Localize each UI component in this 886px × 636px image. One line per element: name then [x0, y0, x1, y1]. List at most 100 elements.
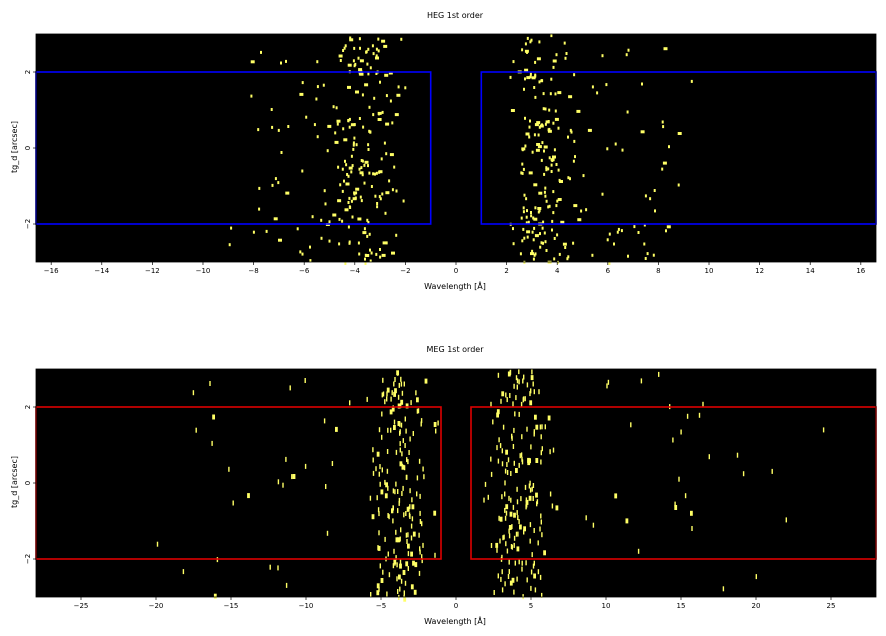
meg-x-ticks: −25 −20 −15 −10 −5 0 5 10 15 20 25 — [74, 597, 835, 610]
meg-event — [182, 569, 185, 575]
meg-event — [400, 422, 403, 428]
meg-event — [496, 445, 498, 451]
meg-event — [522, 396, 525, 402]
heg-event — [538, 125, 541, 129]
heg-event — [550, 170, 553, 173]
meg-event — [504, 468, 507, 474]
meg-event — [526, 577, 528, 583]
meg-event — [530, 585, 532, 591]
heg-event — [327, 124, 332, 128]
meg-event — [530, 388, 532, 394]
heg-event — [368, 129, 371, 133]
heg-x-tick-label: −8 — [248, 267, 258, 275]
meg-y-ticks: −2 0 2 — [24, 405, 36, 564]
meg-x-tick-label: 20 — [752, 602, 761, 610]
meg-event — [531, 369, 533, 375]
heg-event — [552, 65, 555, 69]
meg-event — [529, 538, 531, 544]
heg-event — [363, 181, 366, 185]
heg-event — [274, 177, 277, 181]
meg-event — [506, 462, 508, 467]
meg-event — [521, 456, 523, 462]
meg-event — [291, 474, 293, 480]
meg-event — [384, 479, 386, 485]
meg-event — [508, 495, 510, 501]
meg-event — [536, 501, 538, 507]
heg-event — [374, 172, 376, 176]
heg-event — [404, 86, 407, 90]
meg-event — [393, 381, 395, 387]
meg-event — [518, 379, 520, 385]
meg-event — [420, 418, 423, 424]
meg-event — [386, 387, 390, 393]
meg-event — [411, 504, 415, 510]
meg-event — [539, 574, 542, 580]
heg-event — [370, 251, 373, 255]
heg-event — [265, 229, 268, 233]
heg-event — [573, 204, 578, 208]
heg-event — [654, 209, 656, 213]
meg-event — [395, 555, 397, 561]
meg-event — [419, 546, 421, 552]
heg-event — [337, 165, 340, 169]
heg-event — [277, 128, 280, 132]
meg-y-tick-label: −2 — [24, 554, 32, 564]
heg-event — [526, 76, 531, 80]
heg-event — [663, 47, 668, 51]
meg-event — [405, 428, 407, 434]
heg-event — [547, 129, 552, 133]
meg-event — [396, 576, 398, 582]
meg-event — [680, 429, 682, 435]
meg-event — [403, 596, 407, 602]
heg-event — [280, 61, 282, 65]
meg-event — [412, 531, 416, 537]
heg-event — [339, 59, 342, 62]
meg-event — [529, 458, 531, 464]
meg-event — [691, 526, 693, 531]
heg-event — [322, 83, 325, 87]
meg-event — [674, 505, 678, 510]
heg-event — [537, 207, 542, 210]
meg-event — [521, 566, 523, 572]
heg-event — [570, 130, 573, 134]
meg-event — [392, 563, 395, 569]
meg-event — [708, 454, 710, 460]
heg-event — [613, 242, 615, 246]
heg-event — [358, 68, 363, 72]
meg-event — [416, 408, 419, 414]
meg-event — [686, 413, 689, 419]
heg-event — [547, 120, 550, 123]
meg-event — [508, 528, 510, 534]
meg-event — [501, 494, 503, 500]
heg-event — [389, 153, 394, 157]
heg-event — [614, 142, 617, 146]
meg-event — [504, 507, 506, 513]
heg-event — [347, 225, 350, 229]
heg-event — [353, 46, 356, 50]
meg-event — [232, 500, 234, 506]
meg-x-tick-label: −5 — [376, 602, 386, 610]
heg-event — [531, 249, 534, 253]
meg-event — [326, 530, 329, 536]
heg-event — [549, 92, 552, 96]
meg-event — [530, 375, 534, 381]
heg-event — [548, 108, 551, 112]
meg-event — [397, 403, 401, 409]
heg-event — [519, 252, 522, 256]
meg-event — [509, 511, 513, 517]
heg-event — [391, 251, 395, 255]
heg-y-axis-label: tg_d [arcsec] — [10, 121, 19, 173]
meg-event — [504, 515, 507, 521]
meg-event — [397, 394, 400, 400]
heg-x-tick-label: −6 — [299, 267, 310, 275]
meg-event — [614, 493, 618, 499]
heg-event — [580, 209, 583, 213]
meg-event — [533, 560, 535, 566]
heg-event — [379, 80, 381, 84]
heg-event — [315, 97, 318, 101]
heg-event — [344, 208, 349, 212]
meg-event — [277, 565, 279, 571]
heg-event — [344, 44, 347, 48]
meg-event — [397, 489, 399, 494]
heg-event — [641, 82, 643, 86]
